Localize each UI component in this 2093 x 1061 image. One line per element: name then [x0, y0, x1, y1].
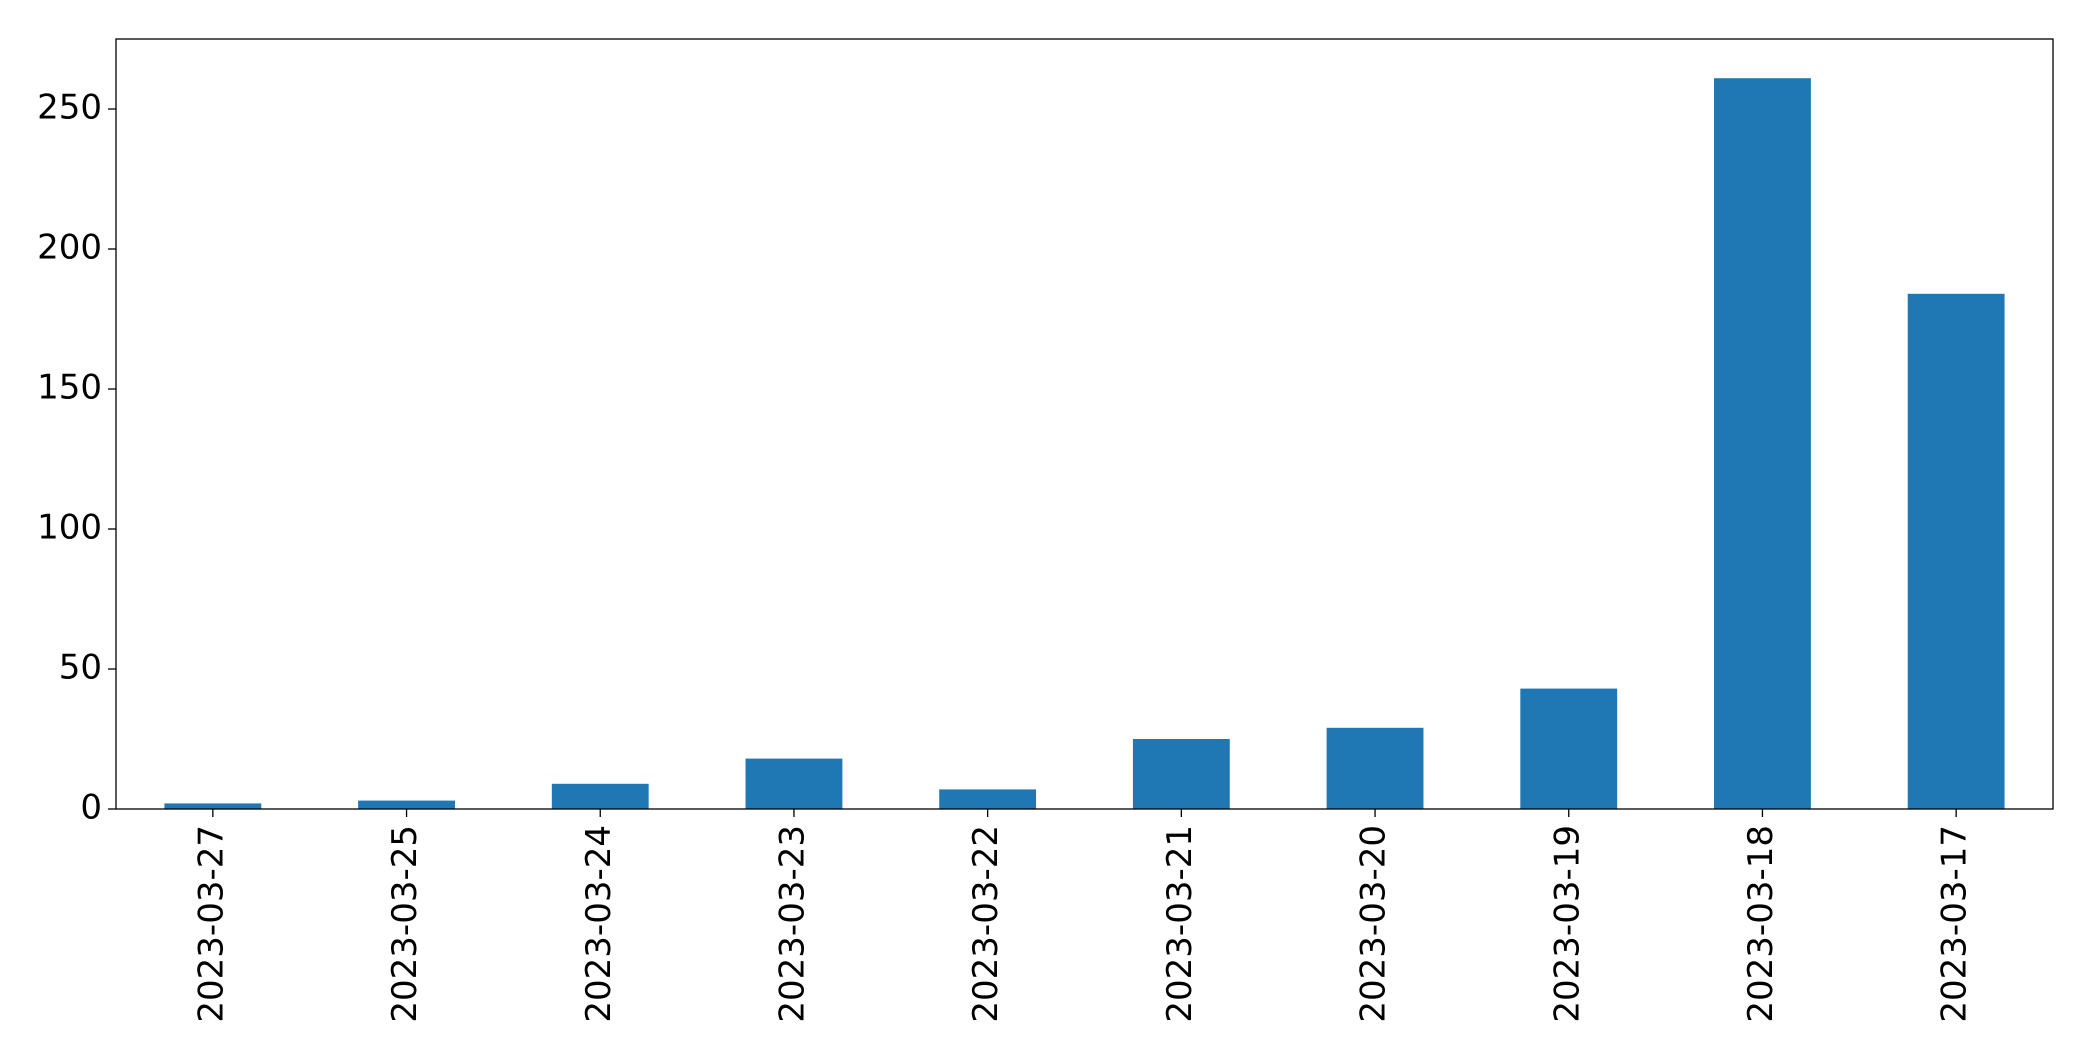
y-tick-label: 250 [37, 88, 102, 128]
x-tick-label: 2023-03-21 [1160, 825, 1200, 1023]
y-tick-label: 200 [37, 228, 102, 268]
x-tick-label: 2023-03-24 [579, 825, 619, 1023]
bar [1132, 739, 1230, 809]
bar [358, 800, 455, 809]
x-tick-label: 2023-03-22 [966, 825, 1006, 1023]
bar [1714, 78, 1811, 809]
bar [1520, 688, 1618, 809]
y-tick-label: 0 [80, 788, 102, 828]
bar [1907, 293, 2005, 809]
x-tick-label: 2023-03-19 [1547, 825, 1587, 1023]
x-tick-label: 2023-03-27 [191, 825, 231, 1023]
plot-frame [115, 38, 2054, 810]
bar [1326, 727, 1424, 809]
x-tick-label: 2023-03-25 [385, 825, 425, 1023]
bar [164, 803, 262, 809]
bar [939, 789, 1037, 809]
x-tick-label: 2023-03-23 [772, 825, 812, 1023]
x-tick-label: 2023-03-20 [1354, 825, 1394, 1023]
y-tick-label: 50 [59, 648, 102, 688]
x-tick-label: 2023-03-17 [1935, 825, 1975, 1023]
bar [745, 758, 843, 809]
y-tick-label: 100 [37, 508, 102, 548]
x-tick-label: 2023-03-18 [1741, 825, 1781, 1023]
y-tick-label: 150 [37, 368, 102, 408]
bar [551, 783, 649, 809]
